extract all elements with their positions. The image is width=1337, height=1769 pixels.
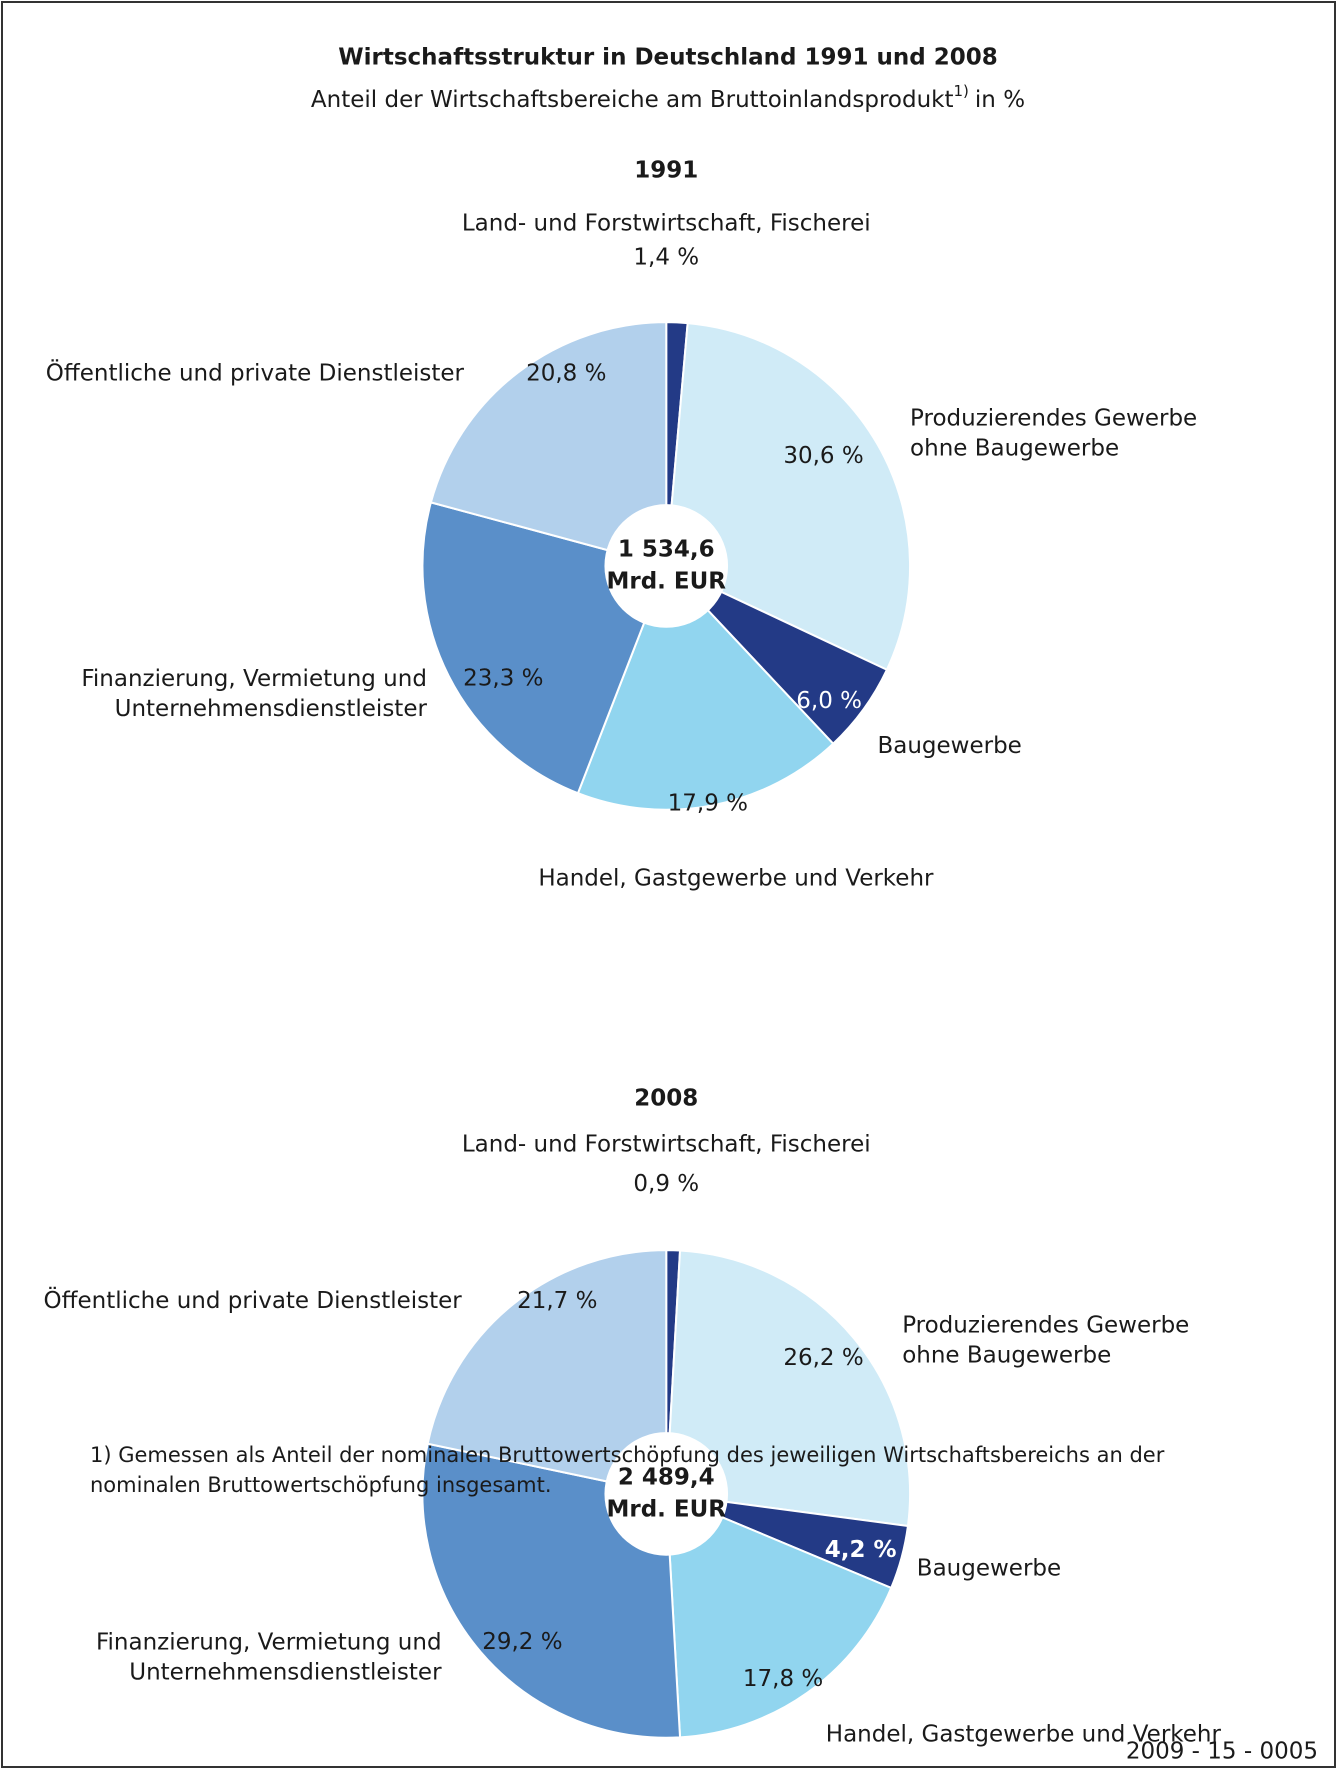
category-label: Produzierendes Gewerbe ohne Baugewerbe xyxy=(902,1312,1189,1368)
value-label: 6,0 % xyxy=(796,688,862,714)
value-label: 30,6 % xyxy=(783,443,863,469)
pie-slice xyxy=(665,322,911,672)
value-label: 0,9 % xyxy=(633,1171,699,1197)
pie-slice xyxy=(426,1249,668,1496)
value-label: 26,2 % xyxy=(783,1345,863,1371)
value-label: 4,2 % xyxy=(825,1537,897,1563)
center-hole xyxy=(604,504,729,628)
center-label: Mrd. EUR xyxy=(606,1496,726,1522)
center-hole xyxy=(604,1432,729,1556)
category-label: Baugewerbe xyxy=(877,733,1021,759)
value-label: 29,2 % xyxy=(482,1629,562,1655)
value-label: 23,3 % xyxy=(463,666,543,692)
category-label: Land- und Forstwirtschaft, Fischerei xyxy=(462,210,871,236)
subtitle-text: Anteil der Wirtschaftsbereiche am Brutto… xyxy=(311,87,954,113)
value-label: 17,9 % xyxy=(668,791,748,817)
pie-slice xyxy=(429,321,668,568)
center-label: 2 489,4 xyxy=(618,1464,715,1490)
category-label: Land- und Forstwirtschaft, Fischerei xyxy=(462,1132,871,1158)
footnote-mark: 1) xyxy=(954,82,969,100)
category-label: Finanzierung, Vermietung und Unternehmens… xyxy=(81,666,427,722)
footnote: 1) Gemessen als Anteil der nominalen Bru… xyxy=(90,1443,1165,1497)
category-label: Baugewerbe xyxy=(917,1555,1061,1581)
category-label: Finanzierung, Vermietung und Unternehmens… xyxy=(96,1629,442,1685)
category-label: Handel, Gastgewerbe und Verkehr xyxy=(538,866,934,892)
value-label: 21,7 % xyxy=(517,1288,597,1314)
code: 2009 - 15 - 0005 xyxy=(1126,1739,1318,1765)
pie-slice xyxy=(665,1249,911,1528)
pie-title: 1991 xyxy=(634,158,698,184)
center-label: 1 534,6 xyxy=(618,536,715,562)
pie-title: 2008 xyxy=(634,1086,698,1112)
subtitle-unit: in % xyxy=(975,87,1025,113)
center-label: Mrd. EUR xyxy=(606,568,726,594)
pie-slice xyxy=(665,1492,893,1739)
pie-slice xyxy=(576,564,835,811)
subtitle: Anteil der Wirtschaftsbereiche am Brutto… xyxy=(311,82,1025,113)
category-label: Öffentliche und private Dienstleister xyxy=(46,358,465,386)
category-label: Produzierendes Gewerbe ohne Baugewerbe xyxy=(910,405,1197,461)
category-label: Öffentliche und private Dienstleister xyxy=(44,1286,463,1314)
title: Wirtschaftsstruktur in Deutschland 1991 … xyxy=(338,45,997,71)
value-label: 1,4 % xyxy=(633,244,699,270)
value-label: 17,8 % xyxy=(743,1666,823,1692)
value-label: 20,8 % xyxy=(526,360,606,386)
category-label: Handel, Gastgewerbe und Verkehr xyxy=(826,1721,1222,1747)
